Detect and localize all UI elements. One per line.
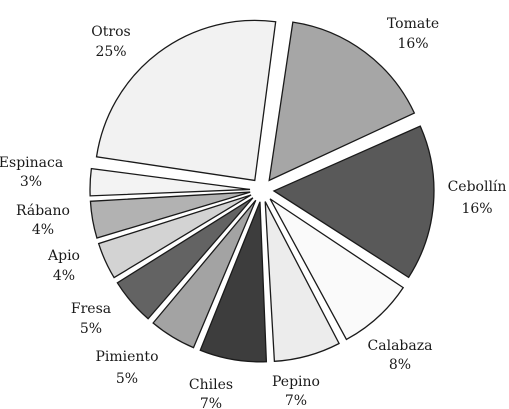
slice-label: Calabaza [368,338,433,354]
slice-label: Cebollín [448,179,507,195]
slice-value-label: 5% [80,321,102,337]
pie-slice-apio [97,194,252,279]
slice-label: Fresa [71,301,111,317]
pie-slice-espinaca [89,167,251,197]
pie-slice-cebollín [272,125,435,279]
pie-slice-rábano [89,191,251,239]
pie-slice-pepino [264,201,340,362]
slice-value-label: 7% [285,393,307,409]
slice-label: Otros [91,24,130,40]
slice-label: Apio [47,248,80,264]
slice-value-label: 16% [397,36,428,52]
slice-value-label: 4% [32,222,54,238]
slice-label: Pimiento [95,349,158,365]
pie-slice-pimiento [152,199,257,349]
slice-value-label: 5% [116,371,138,387]
slice-value-label: 7% [200,396,222,409]
slice-value-label: 8% [389,357,411,373]
slice-label: Pepino [272,374,320,390]
slice-value-label: 3% [20,174,42,190]
slice-label: Espinaca [0,155,63,171]
slice-label: Tomate [387,16,439,32]
pie-slice-tomate [268,21,416,182]
slice-value-label: 4% [53,268,75,284]
pie-slice-fresa [116,197,254,320]
slice-label: Chiles [189,377,233,393]
slice-value-label: 25% [95,44,126,60]
pie-slice-otros [95,19,277,182]
pie-slice-calabaza [269,198,405,341]
pie-slice-chiles [199,201,268,363]
slice-label: Rábano [16,203,70,219]
slice-value-label: 16% [461,201,492,217]
